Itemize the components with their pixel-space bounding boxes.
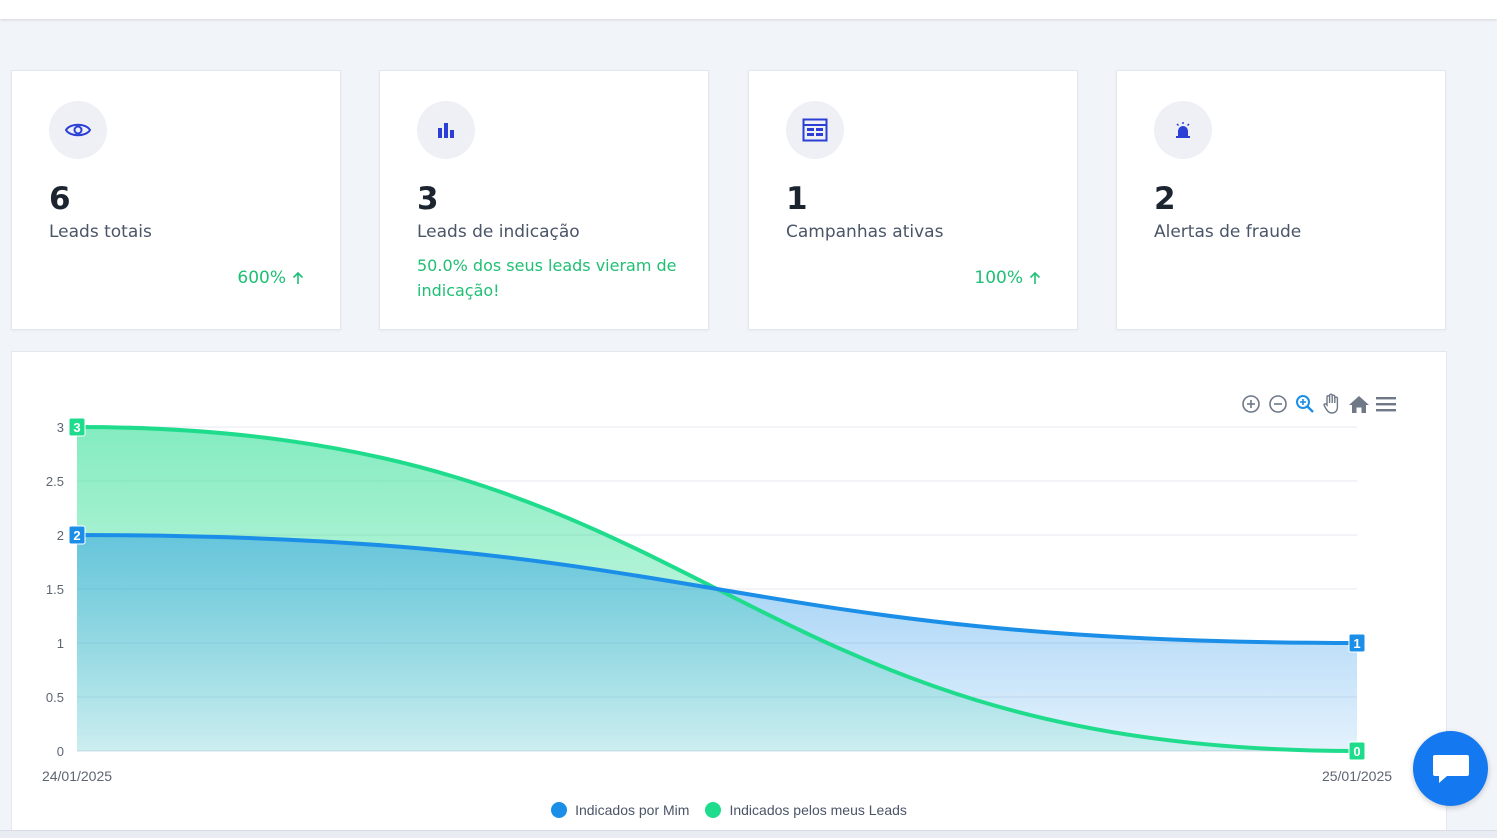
arrow-up-icon	[292, 271, 304, 284]
y-tick-label: 0	[57, 744, 64, 759]
legend-item-indicados-pelos-leads[interactable]: Indicados pelos meus Leads	[705, 802, 907, 818]
legend-label: Indicados por Mim	[575, 802, 690, 818]
stat-card-campanhas-ativas: 1 Campanhas ativas 100%	[748, 70, 1078, 330]
svg-text:2: 2	[73, 528, 80, 543]
pan-icon[interactable]	[1321, 393, 1343, 415]
stat-card-leads-totais: 6 Leads totais 600%	[11, 70, 341, 330]
chat-bubble-icon	[1432, 754, 1469, 783]
stat-value: 2	[1154, 181, 1176, 217]
data-label: 0	[1348, 741, 1366, 761]
y-tick-label: 0.5	[46, 690, 64, 705]
chart-toolbar	[1240, 393, 1397, 415]
series-area	[77, 535, 1357, 751]
x-tick-label: 24/01/2025	[42, 768, 112, 784]
zoom-select-icon[interactable]	[1294, 393, 1316, 415]
trend-value: 600%	[237, 268, 286, 288]
legend-dot	[551, 802, 568, 818]
trend-indicator: 600%	[237, 268, 304, 288]
data-label: 2	[68, 525, 86, 545]
chat-button[interactable]	[1413, 731, 1488, 806]
arrow-up-icon	[1029, 271, 1041, 284]
trend-value: 100%	[974, 268, 1023, 288]
series-line[interactable]	[76, 533, 1358, 645]
stat-value: 6	[49, 181, 71, 217]
eye-icon	[49, 101, 107, 159]
stat-card-leads-indicacao: 3 Leads de indicação 50.0% dos seus lead…	[379, 70, 709, 330]
stat-card-alertas-fraude: 2 Alertas de fraude	[1116, 70, 1446, 330]
stat-value: 1	[786, 181, 808, 217]
alarm-icon	[1154, 101, 1212, 159]
y-tick-label: 1	[57, 636, 64, 651]
legend-item-indicados-por-mim[interactable]: Indicados por Mim	[551, 802, 689, 818]
top-navbar	[0, 0, 1497, 19]
bottom-scroll-strip	[0, 830, 1497, 838]
trend-indicator: 100%	[974, 268, 1041, 288]
data-label: 1	[1348, 633, 1366, 653]
stat-label: Leads totais	[49, 222, 152, 242]
y-tick-label: 2.5	[46, 474, 64, 489]
data-label: 3	[68, 417, 86, 437]
bar-chart-icon	[417, 101, 475, 159]
stat-label: Campanhas ativas	[786, 222, 944, 242]
referral-note: 50.0% dos seus leads vieram de indicação…	[417, 256, 677, 300]
y-tick-label: 3	[57, 420, 64, 435]
stat-value: 3	[417, 181, 439, 217]
legend-dot	[705, 802, 722, 818]
x-tick-label: 25/01/2025	[1322, 768, 1392, 784]
zoom-out-icon[interactable]	[1267, 393, 1289, 415]
svg-text:0: 0	[1353, 744, 1360, 759]
svg-text:1: 1	[1353, 636, 1360, 651]
stat-label: Alertas de fraude	[1154, 222, 1302, 242]
svg-text:3: 3	[73, 420, 80, 435]
y-tick-label: 2	[57, 528, 64, 543]
menu-icon[interactable]	[1375, 393, 1397, 415]
zoom-in-icon[interactable]	[1240, 393, 1262, 415]
chart-legend: Indicados por Mim Indicados pelos meus L…	[11, 802, 1447, 818]
home-icon[interactable]	[1348, 393, 1370, 415]
stat-label: Leads de indicação	[417, 222, 580, 242]
legend-label: Indicados pelos meus Leads	[729, 802, 907, 818]
y-tick-label: 1.5	[46, 582, 64, 597]
table-icon	[786, 101, 844, 159]
